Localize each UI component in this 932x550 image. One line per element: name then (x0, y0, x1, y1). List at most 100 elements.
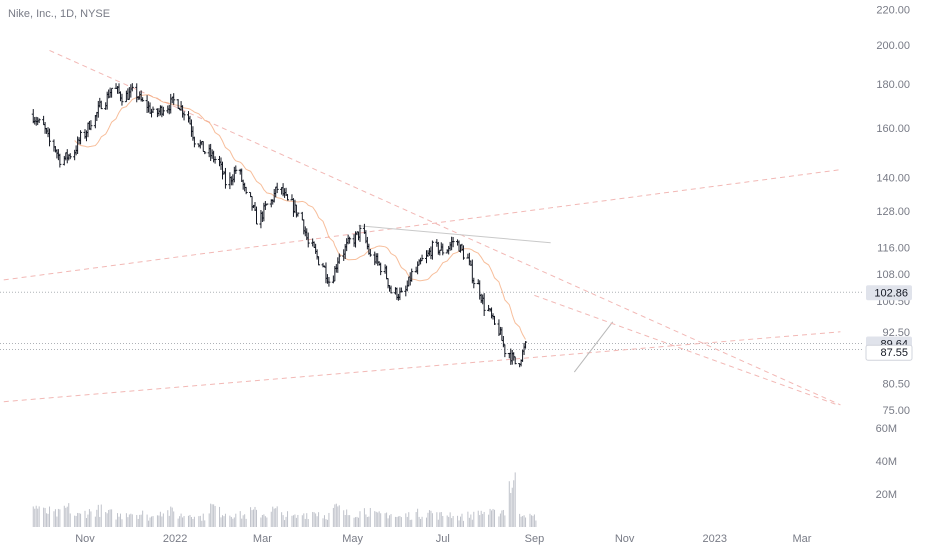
volume-bar (297, 514, 299, 527)
price-badge-label: 102.86 (874, 287, 908, 299)
volume-bar (32, 506, 34, 527)
ohlc-bar (348, 236, 352, 244)
volume-bar (244, 514, 246, 527)
volume-bar (38, 506, 40, 527)
volume-bar (409, 519, 411, 527)
moving-average-layer (74, 94, 526, 340)
volume-bar (171, 507, 173, 527)
ohlc-bar (110, 87, 114, 98)
volume-bar (65, 507, 67, 527)
ohlc-bar (58, 153, 62, 168)
volume-bar (440, 512, 442, 527)
volume-bar (406, 516, 408, 527)
ohlc-bar (472, 277, 476, 289)
volume-bar (168, 515, 170, 527)
volume-bar (59, 509, 61, 527)
volume-bar (159, 511, 161, 527)
volume-bar (266, 517, 268, 527)
volume-bar (49, 506, 51, 527)
volume-bar (389, 515, 391, 527)
ohlc-bar (337, 253, 341, 264)
ohlc-bar (161, 106, 165, 116)
volume-axis-label: 60M (876, 423, 897, 435)
price-badge: 102.86 (866, 285, 912, 301)
volume-bar (137, 518, 139, 527)
volume-bar (139, 514, 141, 527)
ohlc-bar (296, 212, 300, 217)
volume-bar (105, 512, 107, 527)
volume-bar (473, 511, 475, 527)
y-tick-label: 128.00 (876, 206, 910, 218)
volume-bar (151, 516, 153, 527)
volume-bar (510, 492, 512, 527)
volume-bar (295, 517, 297, 527)
volume-bar (369, 507, 371, 527)
volume-bar (374, 511, 376, 527)
y-tick-label: 220.00 (876, 4, 910, 16)
volume-bar (204, 520, 206, 527)
volume-bar (318, 512, 320, 527)
y-tick-label: 80.50 (882, 378, 910, 390)
volume-bar (326, 519, 328, 527)
ohlc-bar (399, 287, 403, 293)
volume-bar (146, 514, 148, 527)
volume-bar (235, 513, 237, 527)
ohlc-bar (120, 93, 124, 106)
time-axis[interactable]: Nov 2022 Mar May Jul Sep Nov 2023 Mar (75, 533, 812, 545)
ohlc-bar (317, 256, 321, 266)
ohlc-bar (213, 156, 217, 164)
volume-bar (394, 516, 396, 527)
volume-bar (128, 514, 130, 527)
ohlc-bar (223, 167, 227, 189)
volume-bar (182, 517, 184, 527)
volume-bar (294, 514, 296, 527)
volume-bar (405, 513, 407, 527)
trendline (0, 331, 841, 403)
volume-bar (167, 510, 169, 527)
volume-bar (430, 510, 432, 527)
ohlc-bar (182, 111, 186, 121)
volume-bar (306, 513, 308, 527)
volume-layer (32, 472, 537, 527)
ohlc-bar (151, 106, 155, 114)
volume-bar (213, 504, 215, 527)
ohlc-bar (420, 254, 424, 262)
volume-bar (377, 512, 379, 527)
volume-bar (230, 516, 232, 527)
volume-bar (533, 514, 535, 527)
volume-bar (304, 518, 306, 527)
volume-bar (261, 515, 263, 527)
volume-axis-label: 40M (876, 456, 897, 468)
volume-bar (384, 513, 386, 527)
volume-bar (210, 503, 212, 527)
volume-bar (439, 512, 441, 527)
ohlc-bar (524, 341, 528, 349)
volume-bar (211, 504, 213, 527)
volume-bar (275, 508, 277, 527)
trendline (534, 294, 838, 406)
volume-bar (520, 516, 522, 527)
volume-bar (522, 516, 524, 527)
price-badge-bg (866, 285, 912, 301)
ohlc-bar (79, 130, 83, 145)
y-tick-label: 92.50 (882, 327, 910, 339)
volume-bar (152, 516, 154, 527)
ohlc-bar (265, 203, 269, 206)
volume-bar (448, 516, 450, 527)
volume-bar (57, 508, 59, 527)
volume-bar (334, 504, 336, 527)
volume-bar (508, 481, 510, 527)
volume-bar (312, 511, 314, 527)
volume-bar (187, 515, 189, 527)
volume-bar (356, 516, 358, 527)
volume-bar (470, 514, 472, 527)
ohlc-bar (300, 211, 304, 221)
ohlc-bar (192, 136, 196, 148)
price-axis[interactable]: 220.00 200.00 180.00 160.00 140.00 128.00 116.… (876, 4, 910, 501)
volume-bar (149, 517, 151, 527)
volume-bar (43, 507, 45, 527)
volume-bar (452, 516, 454, 527)
